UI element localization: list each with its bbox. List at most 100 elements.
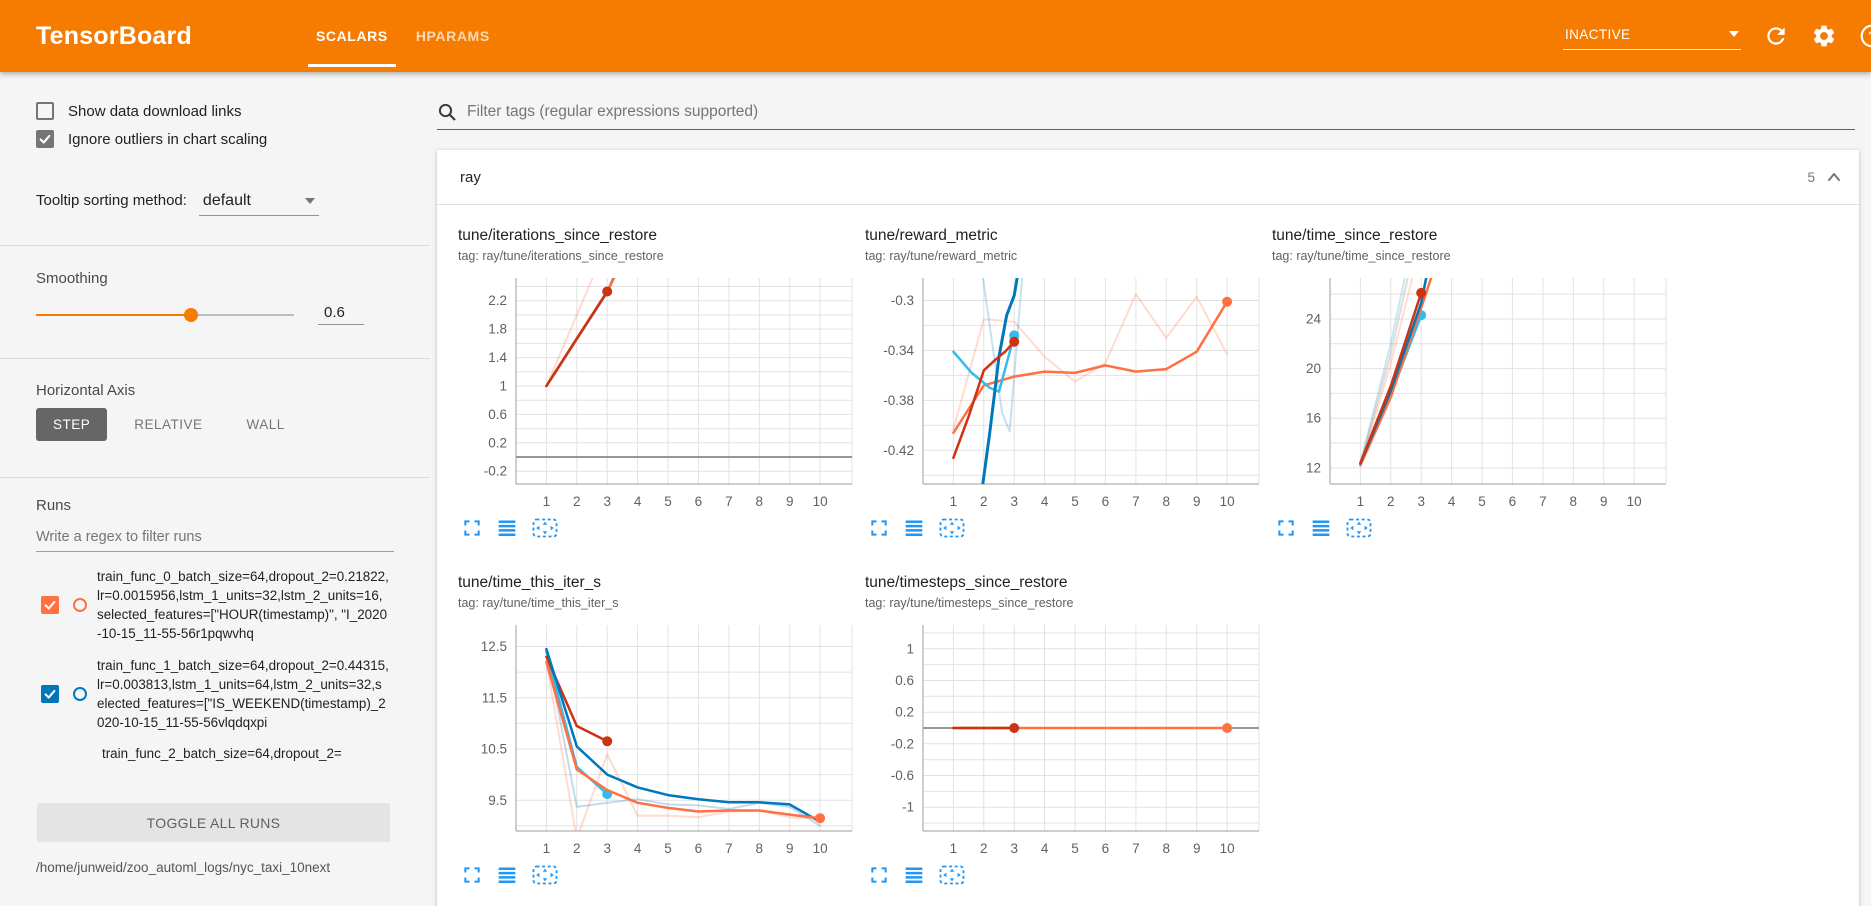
general-options: Show data download links Ignore outliers … (36, 102, 394, 158)
checkbox[interactable] (36, 130, 54, 148)
svg-text:1.8: 1.8 (488, 322, 507, 337)
fit-domain-icon[interactable] (939, 518, 965, 538)
svg-text:16: 16 (1306, 411, 1321, 426)
toggle-all-runs-button[interactable]: TOGGLE ALL RUNS (37, 803, 390, 842)
svg-text:2.2: 2.2 (488, 293, 507, 308)
svg-text:10.5: 10.5 (481, 742, 507, 757)
svg-text:2: 2 (980, 841, 988, 856)
horizontal-axis-buttons: STEP RELATIVE WALL (36, 408, 394, 441)
svg-text:6: 6 (695, 841, 703, 856)
svg-text:9.5: 9.5 (488, 793, 507, 808)
svg-text:9: 9 (1193, 841, 1201, 856)
option-row: Show data download links (36, 102, 394, 120)
horizontal-bars-icon[interactable] (1311, 518, 1331, 538)
chart-title: tune/reward_metric (865, 227, 998, 244)
chart-title: tune/time_since_restore (1272, 227, 1438, 244)
svg-text:1: 1 (1357, 494, 1365, 509)
tag-group-header[interactable]: ray 5 (437, 150, 1859, 205)
run-list-item: train_func_0_batch_size=64,dropout_2=0.2… (36, 567, 394, 643)
tag-group-card: ray 5 tune/iterations_since_restore tag: … (437, 150, 1859, 906)
run-list-item: train_func_1_batch_size=64,dropout_2=0.4… (36, 656, 394, 732)
checkbox[interactable] (36, 102, 54, 120)
checkbox-label: Ignore outliers in chart scaling (68, 130, 268, 148)
axis-button-wall[interactable]: WALL (246, 417, 285, 432)
svg-text:3: 3 (603, 494, 611, 509)
svg-text:-0.34: -0.34 (883, 343, 914, 358)
fullscreen-icon[interactable] (462, 518, 482, 538)
svg-text:8: 8 (1163, 841, 1171, 856)
slider-thumb[interactable] (183, 307, 198, 322)
run-name[interactable]: train_func_1_batch_size=64,dropout_2=0.4… (97, 658, 389, 730)
svg-text:0.6: 0.6 (488, 407, 507, 422)
svg-text:5: 5 (1071, 494, 1079, 509)
horizontal-bars-icon[interactable] (497, 865, 517, 885)
fullscreen-icon[interactable] (869, 865, 889, 885)
help-icon[interactable]: ? (1859, 23, 1871, 49)
slider-fill (36, 313, 191, 316)
runs-filter-input[interactable] (36, 529, 394, 552)
axis-button-step[interactable]: STEP (36, 408, 108, 441)
svg-text:-0.2: -0.2 (484, 464, 507, 479)
svg-text:4: 4 (1041, 841, 1049, 856)
chevron-down-icon (1729, 31, 1739, 37)
chart-actions (1276, 518, 1668, 538)
runs-filter-row (36, 528, 394, 552)
run-name[interactable]: train_func_2_batch_size=64,dropout_2= (102, 746, 342, 761)
status-dropdown[interactable]: INACTIVE (1563, 23, 1741, 50)
svg-text:7: 7 (1132, 494, 1140, 509)
smoothing-slider[interactable] (36, 307, 294, 322)
tab-scalars[interactable]: SCALARS (302, 0, 402, 72)
fullscreen-icon[interactable] (462, 865, 482, 885)
settings-sidebar: Show data download links Ignore outliers … (0, 72, 430, 906)
horizontal-bars-icon[interactable] (904, 518, 924, 538)
line-chart-plot[interactable]: 2.2 1.8 1.4 1 0.6 0.2 -0.2 1 2 3 4 5 6 7 8 9 10 (458, 272, 860, 514)
svg-text:10: 10 (1220, 494, 1235, 509)
nav-tabs: SCALARS HPARAMS (302, 0, 504, 72)
fit-domain-icon[interactable] (939, 865, 965, 885)
refresh-icon[interactable] (1763, 23, 1789, 49)
line-chart-plot[interactable]: 12.5 11.5 10.5 9.5 1 2 3 4 5 6 7 8 9 10 (458, 619, 860, 861)
tag-group-count: 5 (1807, 169, 1815, 185)
svg-text:24: 24 (1306, 312, 1322, 327)
svg-text:9: 9 (1600, 494, 1608, 509)
svg-text:7: 7 (1539, 494, 1547, 509)
horizontal-bars-icon[interactable] (904, 865, 924, 885)
line-chart-plot[interactable]: 1 0.6 0.2 -0.2 -0.6 -1 1 2 3 4 5 6 7 8 9 10 (865, 619, 1267, 861)
svg-text:-0.6: -0.6 (891, 768, 914, 783)
chart-tag: tag: ray/tune/iterations_since_restore (458, 249, 664, 263)
divider (0, 245, 430, 246)
line-chart-plot[interactable]: -0.3 -0.34 -0.38 -0.42 1 2 3 4 5 6 7 8 9 10 (865, 272, 1267, 514)
horizontal-bars-icon[interactable] (497, 518, 517, 538)
run-checkbox[interactable] (41, 685, 59, 703)
fit-domain-icon[interactable] (532, 518, 558, 538)
chart-actions (462, 518, 854, 538)
svg-text:10: 10 (813, 841, 828, 856)
svg-text:3: 3 (1417, 494, 1425, 509)
run-radio[interactable] (73, 687, 87, 701)
tooltip-sort-dropdown[interactable]: default (198, 190, 319, 216)
run-checkbox[interactable] (41, 596, 59, 614)
fullscreen-icon[interactable] (1276, 518, 1296, 538)
chart-tag: tag: ray/tune/time_this_iter_s (458, 596, 619, 610)
svg-text:0.6: 0.6 (895, 673, 914, 688)
svg-text:1: 1 (499, 379, 507, 394)
app-title: TensorBoard (36, 21, 192, 50)
settings-gear-icon[interactable] (1811, 23, 1837, 49)
tab-hparams[interactable]: HPARAMS (415, 28, 490, 44)
axis-button-relative[interactable]: RELATIVE (134, 417, 203, 432)
svg-text:1.4: 1.4 (488, 350, 507, 365)
svg-text:5: 5 (664, 841, 672, 856)
fullscreen-icon[interactable] (869, 518, 889, 538)
chart-actions (462, 865, 854, 885)
collapse-chevron-icon[interactable] (1825, 168, 1843, 186)
svg-text:12.5: 12.5 (481, 639, 507, 654)
fit-domain-icon[interactable] (532, 865, 558, 885)
fit-domain-icon[interactable] (1346, 518, 1372, 538)
smoothing-value[interactable]: 0.6 (318, 304, 364, 325)
tag-filter-row (437, 94, 1855, 130)
run-radio[interactable] (73, 598, 87, 612)
tag-filter-input[interactable] (467, 102, 1855, 121)
tag-group-title: ray (460, 168, 481, 186)
run-name[interactable]: train_func_0_batch_size=64,dropout_2=0.2… (97, 569, 389, 641)
